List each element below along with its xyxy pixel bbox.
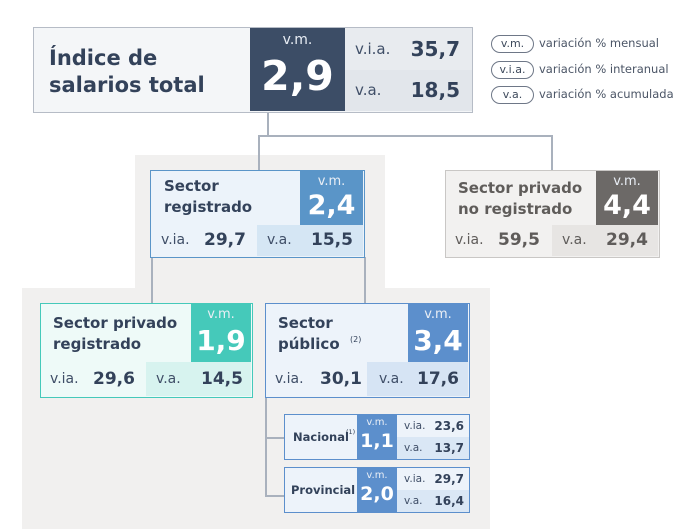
publico-va-label: v.a.: [379, 371, 404, 387]
connector-total-down: [267, 112, 269, 136]
provincial-box: Provincial v.m. 2,0 v.ia. 29,7 v.a. 16,4: [284, 467, 470, 513]
publico-title-line2: público: [278, 335, 340, 353]
provincial-via-value: 29,7: [434, 472, 464, 486]
registrado-title-line2: registrado: [164, 198, 253, 216]
nacional-vm-block: v.m. 1,1: [357, 415, 397, 459]
legend-va-text: variación % acumulada: [539, 87, 674, 101]
privado-registrado-va-label: v.a.: [156, 371, 181, 387]
publico-va-cell: v.a. 17,6: [367, 362, 468, 396]
privado-registrado-va-value: 14,5: [201, 369, 243, 389]
provincial-vm-block: v.m. 2,0: [357, 468, 397, 512]
privado-registrado-vm-value: 1,9: [196, 324, 246, 357]
publico-via-value: 30,1: [320, 369, 362, 389]
no-registrado-vm-value: 4,4: [603, 190, 651, 221]
no-registrado-via-label: v.ia.: [455, 232, 484, 248]
registrado-va-value: 15,5: [311, 230, 353, 250]
legend-via-pill: v.i.a.: [491, 61, 534, 79]
registrado-via-label: v.ia.: [161, 232, 190, 248]
total-via-value: 35,7: [410, 37, 460, 61]
privado-registrado-title-line2: registrado: [53, 335, 142, 353]
provincial-title: Provincial: [291, 483, 356, 497]
nacional-va-row: v.a. 13,7: [397, 437, 469, 459]
nacional-via-row: v.ia. 23,6: [397, 415, 469, 437]
provincial-vm-label: v.m.: [366, 470, 388, 481]
no-registrado-via-value: 59,5: [498, 230, 540, 250]
legend-vm-text: variación % mensual: [539, 36, 659, 50]
publico-vm-block: v.m. 3,4: [408, 304, 468, 362]
no-registrado-box: Sector privado no registrado v.m. 4,4 v.…: [445, 170, 660, 258]
registrado-via-value: 29,7: [204, 230, 246, 250]
registrado-via-cell: v.ia. 29,7: [151, 225, 257, 256]
no-registrado-via-cell: v.ia. 59,5: [446, 225, 552, 256]
registrado-title-line1: Sector: [164, 177, 219, 195]
legend-via-text: variación % interanual: [539, 62, 669, 76]
total-vm-value: 2,9: [261, 52, 334, 100]
no-registrado-title-line2: no registrado: [458, 200, 573, 218]
registrado-vm-block: v.m. 2,4: [300, 171, 363, 225]
total-vm-block: v.m. 2,9: [250, 28, 345, 111]
publico-box: Sector público (2) v.m. 3,4 v.ia. 30,1 v…: [265, 303, 470, 398]
provincial-vm-value: 2,0: [360, 483, 394, 505]
total-via-label: v.i.a.: [355, 40, 391, 58]
total-va-label: v.a.: [355, 81, 382, 99]
total-vm-label: v.m.: [282, 32, 313, 48]
nacional-va-label: v.a.: [404, 442, 423, 454]
registrado-va-cell: v.a. 15,5: [257, 225, 363, 256]
legend-vm-pill: v.m.: [491, 35, 534, 53]
nacional-via-label: v.ia.: [404, 420, 426, 432]
publico-title-line1: Sector: [278, 314, 333, 332]
provincial-via-row: v.ia. 29,7: [397, 468, 469, 490]
nacional-va-value: 13,7: [434, 441, 464, 455]
no-registrado-va-value: 29,4: [606, 230, 648, 250]
privado-registrado-via-cell: v.ia. 29,6: [41, 362, 146, 396]
no-registrado-vm-label: v.m.: [613, 174, 641, 189]
total-va-row: v.a. 18,5: [345, 70, 472, 111]
connector-to-provincial: [265, 495, 285, 497]
nacional-via-value: 23,6: [434, 419, 464, 433]
connector-top-horizontal: [258, 135, 552, 137]
nacional-box: Nacional (1) v.m. 1,1 v.ia. 23,6 v.a. 13…: [284, 414, 470, 460]
provincial-va-value: 16,4: [434, 494, 464, 508]
privado-registrado-via-value: 29,6: [93, 369, 135, 389]
provincial-via-label: v.ia.: [404, 473, 426, 485]
connector-registrado-right: [364, 257, 366, 305]
registrado-box: Sector registrado v.m. 2,4 v.ia. 29,7 v.…: [150, 170, 365, 258]
no-registrado-va-label: v.a.: [562, 232, 587, 248]
publico-via-label: v.ia.: [275, 371, 304, 387]
connector-to-no-registrado: [551, 135, 553, 171]
privado-registrado-title-line1: Sector privado: [53, 314, 178, 332]
connector-publico-down: [265, 398, 267, 496]
publico-vm-value: 3,4: [413, 324, 463, 357]
publico-va-value: 17,6: [417, 369, 459, 389]
nacional-note: (1): [346, 428, 356, 436]
privado-registrado-va-cell: v.a. 14,5: [146, 362, 251, 396]
privado-registrado-box: Sector privado registrado v.m. 1,9 v.ia.…: [40, 303, 253, 398]
no-registrado-vm-block: v.m. 4,4: [596, 171, 658, 225]
nacional-vm-label: v.m.: [366, 417, 388, 428]
no-registrado-va-cell: v.a. 29,4: [552, 225, 658, 256]
registrado-vm-value: 2,4: [307, 190, 356, 221]
nacional-title: Nacional: [293, 430, 349, 444]
no-registrado-title-line1: Sector privado: [458, 179, 583, 197]
publico-note: (2): [350, 335, 362, 344]
privado-registrado-vm-block: v.m. 1,9: [191, 304, 251, 362]
total-va-value: 18,5: [410, 78, 460, 102]
connector-to-nacional: [265, 437, 285, 439]
total-title: Índice de salarios total: [49, 46, 205, 97]
connector-registrado-left: [151, 257, 153, 305]
privado-registrado-via-label: v.ia.: [50, 371, 79, 387]
connector-to-registrado: [258, 135, 260, 171]
total-box: Índice de salarios total v.m. 2,9 v.i.a.…: [33, 27, 473, 113]
registrado-vm-label: v.m.: [317, 174, 346, 189]
provincial-va-row: v.a. 16,4: [397, 490, 469, 512]
provincial-va-label: v.a.: [404, 495, 423, 507]
publico-via-cell: v.ia. 30,1: [266, 362, 367, 396]
privado-registrado-vm-label: v.m.: [207, 307, 235, 322]
publico-vm-label: v.m.: [424, 307, 452, 322]
registrado-va-label: v.a.: [267, 232, 292, 248]
legend-va-pill: v.a.: [491, 86, 534, 104]
nacional-vm-value: 1,1: [360, 430, 394, 452]
total-via-row: v.i.a. 35,7: [345, 28, 472, 70]
